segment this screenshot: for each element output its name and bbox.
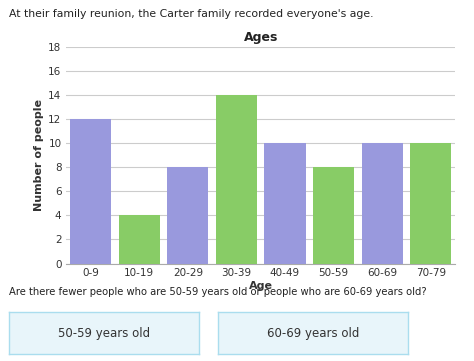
Text: At their family reunion, the Carter family recorded everyone's age.: At their family reunion, the Carter fami…: [9, 9, 374, 19]
Bar: [313, 167, 354, 264]
Bar: [216, 95, 257, 264]
Bar: [118, 216, 160, 264]
Text: 60-69 years old: 60-69 years old: [267, 326, 359, 340]
Bar: [264, 143, 306, 264]
Bar: [70, 119, 111, 264]
Title: Ages: Ages: [244, 31, 278, 44]
Bar: [167, 167, 209, 264]
Y-axis label: Number of people: Number of people: [34, 99, 44, 211]
Bar: [362, 143, 403, 264]
Text: 50-59 years old: 50-59 years old: [58, 326, 150, 340]
Text: Are there fewer people who are 50-59 years old or people who are 60-69 years old: Are there fewer people who are 50-59 yea…: [9, 287, 427, 297]
X-axis label: Age: Age: [249, 281, 273, 291]
Bar: [410, 143, 451, 264]
